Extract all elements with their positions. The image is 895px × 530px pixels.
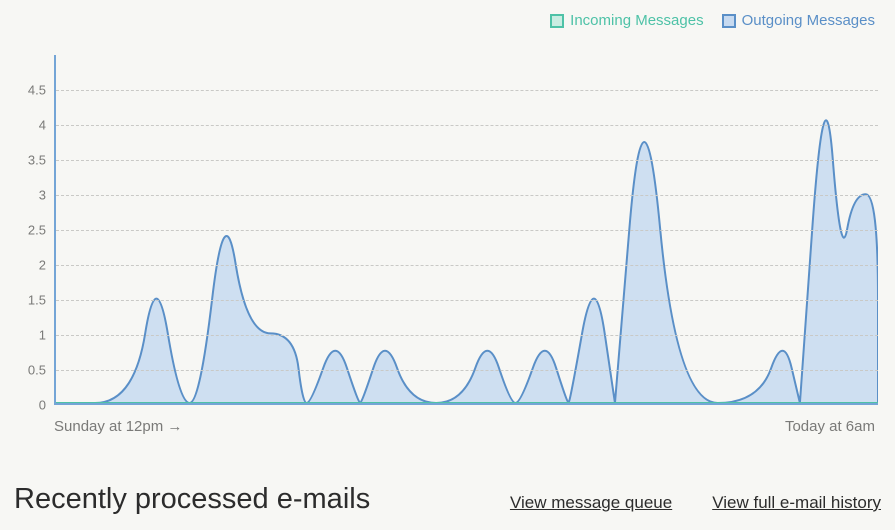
y-tick-label: 2: [39, 258, 46, 273]
chart-legend: Incoming Messages Outgoing Messages: [550, 12, 875, 29]
legend-swatch-incoming: [550, 14, 564, 28]
x-axis-end-label: Today at 6am: [785, 418, 875, 435]
y-tick-label: 0.5: [28, 363, 46, 378]
gridline: [56, 160, 878, 161]
y-tick-label: 2.5: [28, 223, 46, 238]
section-heading: Recently processed e-mails: [14, 483, 510, 516]
gridline: [56, 125, 878, 126]
y-axis: 00.511.522.533.544.5: [18, 55, 50, 405]
legend-item-incoming[interactable]: Incoming Messages: [550, 12, 703, 29]
view-full-history-link[interactable]: View full e-mail history: [712, 493, 881, 513]
view-message-queue-link[interactable]: View message queue: [510, 493, 672, 513]
y-tick-label: 4.5: [28, 83, 46, 98]
legend-label-incoming: Incoming Messages: [570, 12, 703, 29]
y-tick-label: 3.5: [28, 153, 46, 168]
chart-plot-area: [54, 55, 878, 405]
gridline: [56, 90, 878, 91]
gridline: [56, 370, 878, 371]
y-tick-label: 4: [39, 118, 46, 133]
legend-label-outgoing: Outgoing Messages: [742, 12, 875, 29]
gridline: [56, 230, 878, 231]
messages-chart: 00.511.522.533.544.5: [18, 55, 878, 405]
gridline: [56, 265, 878, 266]
series-outgoing-messages: [56, 120, 878, 403]
gridline: [56, 195, 878, 196]
chart-svg: [56, 55, 878, 403]
footer: Recently processed e-mails View message …: [14, 483, 881, 516]
y-tick-label: 1: [39, 328, 46, 343]
gridline: [56, 335, 878, 336]
legend-item-outgoing[interactable]: Outgoing Messages: [722, 12, 875, 29]
x-axis-labels: Sunday at 12pm → Today at 6am: [54, 418, 875, 435]
y-tick-label: 3: [39, 188, 46, 203]
y-tick-label: 1.5: [28, 293, 46, 308]
legend-swatch-outgoing: [722, 14, 736, 28]
x-axis-start-label: Sunday at 12pm →: [54, 418, 182, 435]
gridline: [56, 300, 878, 301]
y-tick-label: 0: [39, 398, 46, 413]
